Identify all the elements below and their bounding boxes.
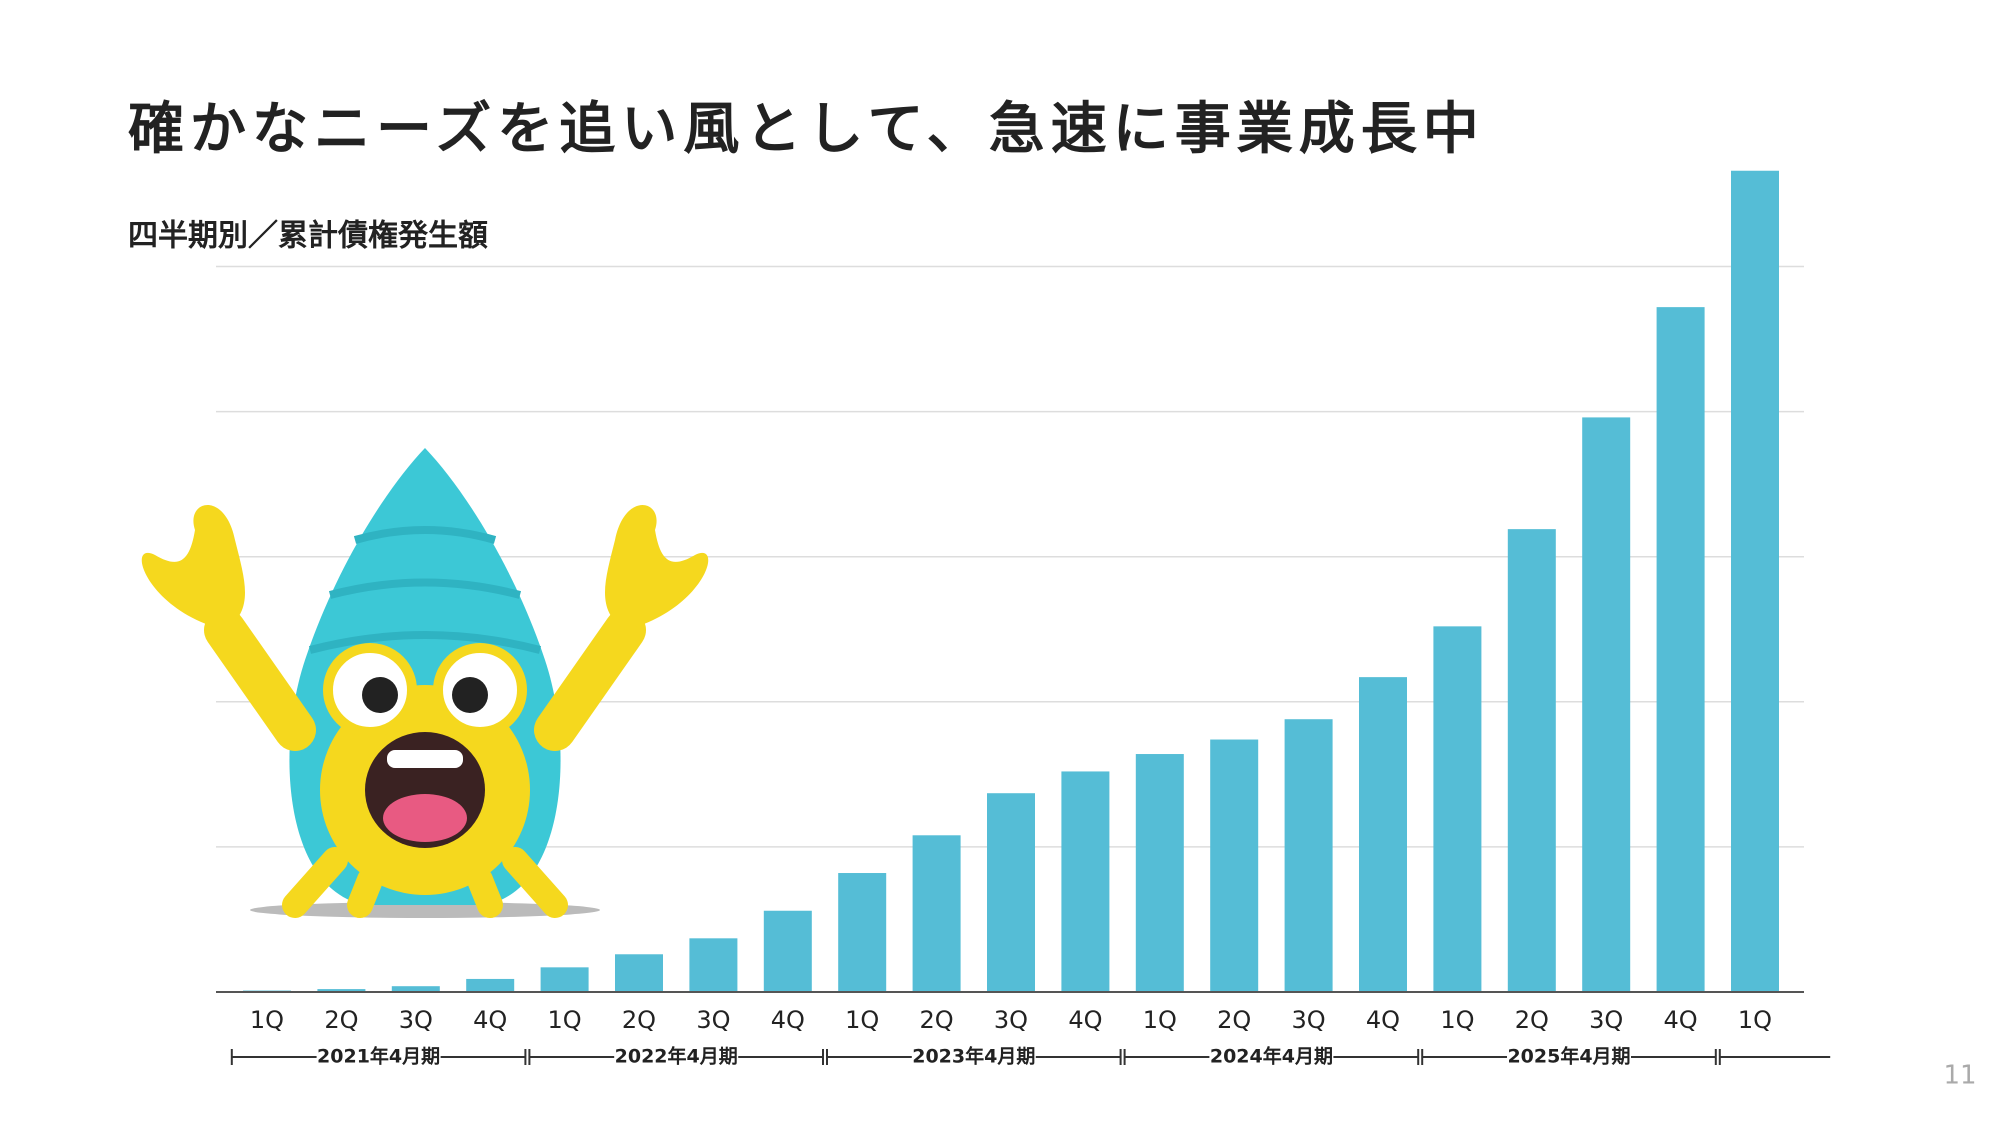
bar xyxy=(987,793,1035,992)
group-label: 2023年4月期 xyxy=(912,1045,1035,1068)
bar xyxy=(1582,417,1631,992)
x-tick-label: 4Q xyxy=(1664,1006,1698,1034)
bar xyxy=(466,978,515,992)
x-tick-label: 1Q xyxy=(548,1006,582,1034)
x-tick-label: 1Q xyxy=(1440,1006,1474,1034)
group-label: 2024年4月期 xyxy=(1210,1045,1333,1068)
bar xyxy=(1731,170,1779,992)
x-tick-label: 4Q xyxy=(771,1006,805,1034)
x-tick-label: 3Q xyxy=(696,1006,730,1034)
x-tick-label: 1Q xyxy=(1738,1006,1772,1034)
mascot xyxy=(141,448,709,918)
bar xyxy=(1359,677,1407,992)
bar xyxy=(1061,771,1110,992)
bar xyxy=(1135,754,1184,992)
bar xyxy=(391,986,440,992)
bar xyxy=(615,954,663,992)
plot: 1Q 2Q 3Q 4Q 1Q 2Q 3Q 4Q 1Q 2Q 3Q 4Q 1Q 2Q 3Q 4Q 1Q 2Q 3Q 4Q… xyxy=(216,170,1831,1068)
x-tick-label: 1Q xyxy=(845,1006,879,1034)
x-tick-label: 2Q xyxy=(324,1006,358,1034)
x-tick-label: 2Q xyxy=(1515,1006,1549,1034)
x-tick-label: 3Q xyxy=(1589,1006,1623,1034)
bar xyxy=(838,873,887,992)
bar xyxy=(1210,739,1259,992)
bar xyxy=(317,989,366,992)
page-number: 11 xyxy=(1943,1061,1976,1091)
bar xyxy=(1284,719,1333,992)
bar xyxy=(540,967,589,992)
group-label: 2022年4月期 xyxy=(615,1045,738,1068)
x-tick-label: 2Q xyxy=(1217,1006,1251,1034)
group-label: 2021年4月期 xyxy=(317,1045,440,1068)
x-tick-label: 2Q xyxy=(920,1006,954,1034)
x-tick-label: 1Q xyxy=(1143,1006,1177,1034)
bar xyxy=(1656,307,1705,992)
bar xyxy=(763,910,812,992)
x-tick-label: 4Q xyxy=(473,1006,507,1034)
slide-title: 確かなニーズを追い風として、急速に事業成長中 xyxy=(128,97,1485,162)
bar xyxy=(689,938,738,992)
x-tick-label: 3Q xyxy=(1292,1006,1326,1034)
x-tick-label: 2Q xyxy=(622,1006,656,1034)
bar xyxy=(1507,529,1556,992)
chart-subtitle: 四半期別／累計債権発生額 xyxy=(128,219,488,254)
group-label: 2025年4月期 xyxy=(1507,1045,1630,1068)
x-tick-label: 3Q xyxy=(399,1006,433,1034)
x-tick-label: 3Q xyxy=(994,1006,1028,1034)
x-tick-label: 4Q xyxy=(1366,1006,1400,1034)
x-tick-label: 4Q xyxy=(1068,1006,1102,1034)
x-tick-label: 1Q xyxy=(250,1006,284,1034)
bar xyxy=(912,835,961,992)
bar xyxy=(1433,626,1482,992)
